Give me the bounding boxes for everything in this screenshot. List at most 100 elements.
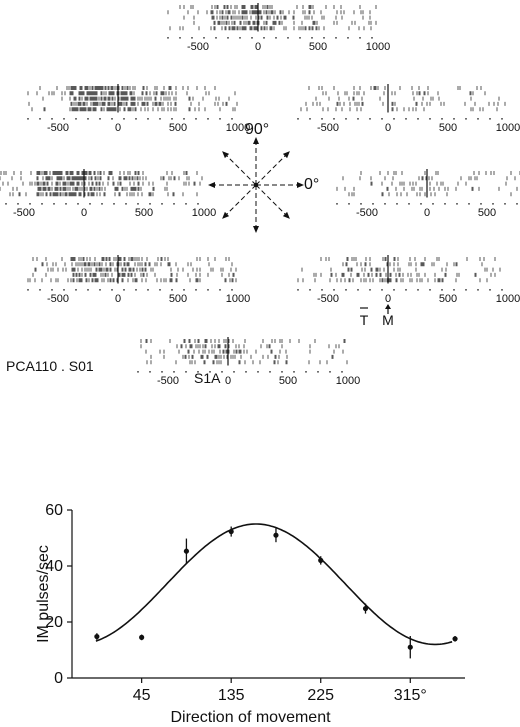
time-axis: [28, 118, 232, 120]
point-marker: [452, 636, 457, 641]
target-marker-label: T: [360, 312, 369, 328]
point-marker: [273, 533, 278, 538]
raster-270: -500 0 500 1000: [138, 337, 360, 387]
spike-trains: [28, 257, 236, 282]
spike-trains: [28, 86, 237, 111]
compass-arrow-45: [256, 151, 290, 185]
point-marker: [318, 558, 323, 563]
time-tick-label: 500: [439, 122, 457, 134]
time-tick-label: 1000: [226, 293, 250, 305]
compass-label-0: 0°: [304, 176, 319, 193]
data-point: [273, 528, 278, 542]
y-tick-label: 0: [54, 670, 63, 687]
compass-arrow-315: [256, 185, 290, 219]
point-marker: [184, 549, 189, 554]
point-marker: [363, 606, 368, 611]
compass-arrow-225: [222, 185, 256, 219]
time-tick-label: 0: [81, 207, 87, 219]
raster-180: -500 0 500 1000: [0, 169, 216, 219]
x-tick-label: 225: [307, 687, 334, 704]
time-tick-label: 1000: [336, 375, 360, 387]
direction-compass: [208, 137, 304, 233]
x-tick-label: 315°: [394, 687, 427, 704]
spike-trains: [337, 171, 520, 196]
tuning-curve-plot: 0 20 40 60 45 135 225 315° IM pulses/sec Directio…: [35, 502, 465, 726]
time-axis: [168, 37, 372, 39]
panel-id-label: PCA110 . S01: [6, 358, 94, 374]
time-axis: [298, 118, 502, 120]
x-tick-label: 45: [133, 687, 151, 704]
data-point: [139, 635, 144, 641]
time-tick-label: 0: [424, 207, 430, 219]
time-tick-label: -500: [187, 41, 209, 53]
point-marker: [139, 635, 144, 640]
data-point: [94, 633, 99, 640]
x-axis-label: Direction of movement: [170, 709, 331, 726]
time-tick-label: 0: [385, 122, 391, 134]
raster-90: -500 0 500 1000: [168, 3, 390, 53]
compass-arrowhead-0: [297, 182, 304, 188]
cosine-fit-curve: [96, 524, 452, 644]
spike-trains: [141, 339, 347, 364]
direction-label: S1A: [194, 370, 221, 386]
y-axis-label: IM pulses/sec: [35, 545, 52, 643]
time-tick-label: -500: [356, 207, 378, 219]
time-tick-label: 1000: [496, 122, 520, 134]
point-marker: [229, 529, 234, 534]
data-point: [184, 539, 189, 564]
time-tick-label: 0: [225, 375, 231, 387]
y-tick-label: 60: [45, 502, 63, 519]
compass-arrowhead-135: [222, 151, 229, 158]
time-axis: [337, 203, 520, 205]
time-tick-label: -500: [317, 293, 339, 305]
time-tick-label: 500: [279, 375, 297, 387]
raster-225: -500 0 500 1000: [28, 255, 250, 305]
time-tick-label: -500: [47, 293, 69, 305]
time-tick-label: 500: [309, 41, 327, 53]
time-tick-label: 0: [115, 122, 121, 134]
compass-arrowhead-315: [283, 212, 290, 219]
time-tick-label: 500: [169, 293, 187, 305]
time-tick-label: 0: [255, 41, 261, 53]
compass-arrowhead-225: [222, 212, 229, 219]
time-tick-label: -500: [317, 122, 339, 134]
time-axis: [0, 203, 198, 205]
data-point: [363, 604, 368, 614]
time-tick-label: -500: [47, 122, 69, 134]
spike-trains: [168, 5, 376, 30]
time-axis: [28, 289, 232, 291]
time-axis: [138, 371, 342, 373]
compass-arrowhead-180: [208, 182, 215, 188]
compass-arrow-135: [222, 151, 256, 185]
x-tick-label: 135: [218, 687, 245, 704]
time-tick-label: -500: [157, 375, 179, 387]
time-tick-label: 0: [385, 293, 391, 305]
time-tick-label: 500: [169, 122, 187, 134]
raster-panels: -50005001000-50005001000MSECTM-500050010…: [0, 3, 520, 387]
time-tick-label: 1000: [192, 207, 216, 219]
spike-trains: [298, 257, 500, 282]
raster-135: -500 0 500 1000: [28, 84, 250, 134]
raster-45: -50005001000MSECTM: [298, 255, 520, 328]
time-axis: [298, 289, 502, 291]
time-tick-label: -500: [13, 207, 35, 219]
compass-label-90: 90°: [245, 121, 269, 138]
compass-arrowhead-270: [253, 226, 259, 233]
spike-trains: [301, 86, 505, 111]
time-tick-label: 1000: [496, 293, 520, 305]
time-tick-label: 500: [478, 207, 496, 219]
point-marker: [408, 645, 413, 650]
data-point: [452, 636, 457, 642]
time-tick-label: 500: [439, 293, 457, 305]
spike-trains: [0, 171, 202, 196]
movement-marker-label: M: [382, 312, 394, 328]
time-tick-label: 1000: [366, 41, 390, 53]
raster-315: -500 0 500 1000: [298, 84, 520, 134]
time-tick-label: 0: [115, 293, 121, 305]
time-tick-label: 500: [135, 207, 153, 219]
compass-arrowhead-45: [283, 151, 290, 158]
point-marker: [94, 634, 99, 639]
compass-arrowhead-90: [253, 137, 259, 144]
